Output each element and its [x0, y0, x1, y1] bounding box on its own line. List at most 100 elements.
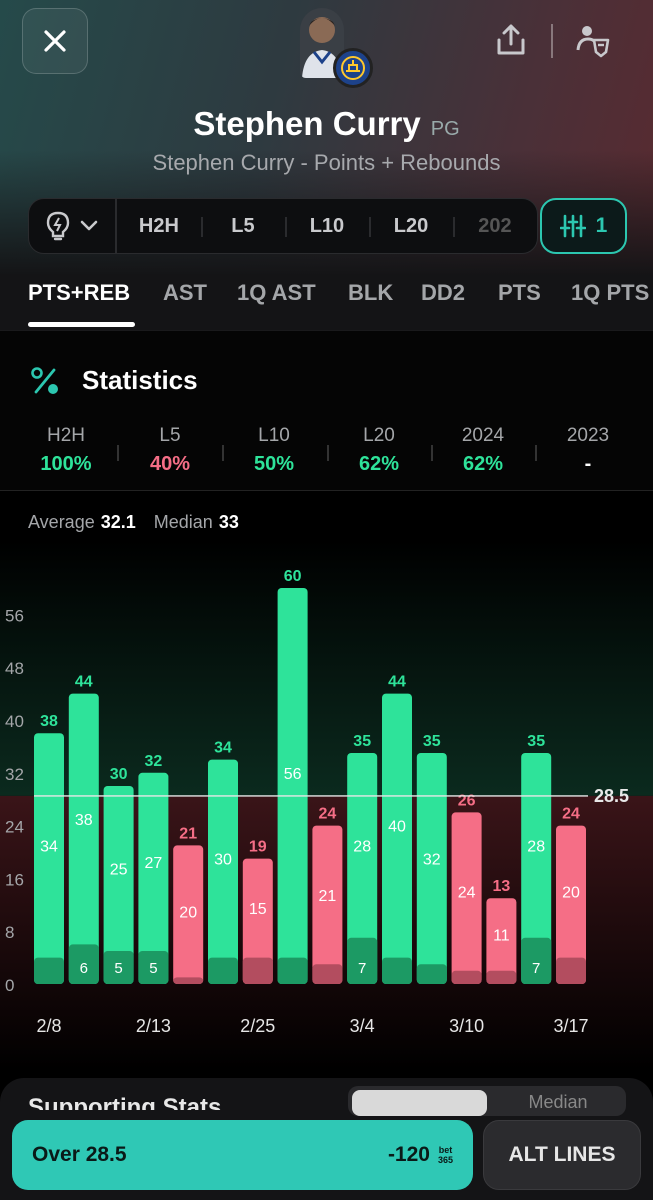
stat-value: 50%	[253, 453, 295, 475]
alt-lines-button[interactable]: ALT LINES	[483, 1120, 641, 1190]
average-median-row: Average 32.1 Median 33	[28, 512, 257, 533]
bar-total-label: 13	[493, 878, 511, 895]
tab-pts-reb[interactable]: PTS+REB	[28, 280, 131, 305]
x-tick-label: 3/17	[553, 1016, 588, 1036]
bar-rebounds	[382, 957, 412, 984]
bar-total	[312, 825, 343, 984]
chevron-down-icon	[80, 220, 98, 231]
bar-rebounds	[208, 957, 238, 984]
stat-label: L10	[258, 425, 290, 446]
range-l5[interactable]: L5	[200, 215, 285, 238]
bar-points-label: 34	[40, 838, 58, 855]
x-tick-label: 3/4	[350, 1016, 375, 1036]
stat-h2h: H2H 100%	[16, 425, 116, 476]
bar-points-label: 28	[353, 838, 371, 855]
over-bet-button[interactable]: Over 28.5 -120 bet 365	[12, 1120, 473, 1190]
bar-points-label: 24	[458, 885, 476, 902]
tab-ast[interactable]: AST	[163, 280, 207, 305]
over-odds: -120	[387, 1143, 430, 1166]
bar-rebounds	[451, 970, 482, 984]
statistics-panel	[0, 330, 653, 490]
average-value: 32.1	[100, 512, 136, 532]
x-tick-label: 3/10	[449, 1016, 484, 1036]
average-label: Average	[28, 512, 95, 532]
bar-rebounds	[312, 964, 343, 984]
tab-dd2[interactable]: DD2	[421, 280, 466, 305]
bar-rebounds	[138, 951, 169, 984]
player-name: Stephen Curry PG	[0, 105, 653, 143]
over-label: Over 28.5	[32, 1143, 127, 1166]
bar-points-label: 27	[145, 855, 163, 872]
close-button[interactable]	[22, 8, 88, 74]
tab-pts[interactable]: PTS	[498, 280, 541, 305]
range-h2h[interactable]: H2H	[138, 214, 179, 237]
market-subtitle: Stephen Curry - Points + Rebounds	[152, 150, 501, 175]
x-tick-label: 2/8	[36, 1016, 61, 1036]
book-line-1: bet	[438, 1145, 453, 1155]
active-tab-indicator	[28, 322, 135, 327]
filter-button[interactable]: 1	[540, 198, 627, 254]
bar-rebounds	[486, 970, 517, 984]
toggle-median[interactable]: Median	[528, 1092, 588, 1112]
bar-rebounds	[556, 957, 586, 984]
bar-total-label: 24	[562, 806, 580, 823]
bar-points-label: 21	[319, 888, 337, 905]
prop-line-label: 28.5	[594, 786, 629, 806]
toggle-selected[interactable]	[352, 1090, 487, 1116]
bar-rebounds-label: 6	[80, 960, 88, 977]
stat-value: 62%	[358, 453, 400, 475]
stat-value: 40%	[149, 453, 191, 475]
range-selector: H2H L5 L10 L20 202	[28, 198, 538, 254]
bar-total-label: 60	[284, 568, 302, 585]
share-icon[interactable]	[493, 22, 529, 58]
stat-value: -	[584, 453, 592, 475]
range-season[interactable]: 202	[452, 215, 537, 238]
stat-label: L5	[159, 425, 181, 446]
bar-total	[521, 753, 552, 984]
bar-rebounds-label: 7	[532, 960, 540, 977]
tab-blk[interactable]: BLK	[348, 280, 394, 305]
game-log-chart: 0 8 16 24 32 40 48 56 38 34 44 38 6 30 25 5 32 27 5 21 20 34 3…	[0, 540, 653, 1070]
bar-total-label: 26	[458, 792, 476, 809]
range-l20[interactable]: L20	[368, 215, 453, 238]
bar-total	[34, 733, 64, 984]
median-value: 33	[218, 512, 239, 532]
tab-1q-pts[interactable]: 1Q PTS	[571, 280, 650, 305]
bar-total-label: 34	[214, 740, 232, 757]
player-name-text: Stephen Curry	[193, 105, 421, 142]
stat-label: H2H	[46, 425, 85, 446]
insights-dropdown[interactable]	[29, 199, 117, 253]
book-line-2: 365	[437, 1155, 453, 1165]
bar-rebounds	[34, 957, 64, 984]
bar-total	[486, 898, 517, 984]
bar-total	[451, 812, 482, 984]
y-tick-label: 16	[5, 870, 24, 889]
bar-rebounds	[103, 951, 134, 984]
player-badge-icon[interactable]	[575, 22, 611, 58]
sliders-icon	[559, 214, 586, 238]
bar-total-label: 21	[179, 825, 197, 842]
stat-label: 2023	[566, 425, 610, 446]
team-logo	[333, 48, 373, 88]
y-tick-label: 40	[5, 712, 24, 731]
y-tick-label: 56	[5, 606, 24, 625]
header-divider	[551, 24, 553, 58]
bar-total	[208, 759, 238, 984]
average-median-toggle[interactable]: Median	[348, 1086, 626, 1116]
stat-label: 2024	[461, 425, 505, 446]
y-tick-label: 8	[5, 923, 14, 942]
stat-2024: 2024 62%	[433, 425, 533, 476]
close-icon	[44, 30, 66, 52]
stat-value: 100%	[40, 453, 92, 475]
bar-total	[103, 786, 134, 984]
bar-rebounds-label: 5	[114, 960, 122, 977]
bar-points-label: 40	[388, 819, 406, 836]
stat-l10: L10 50%	[224, 425, 324, 476]
supporting-stats-title: Supporting Stats	[28, 1094, 222, 1110]
stat-label: L20	[363, 425, 395, 446]
bar-total-label: 35	[527, 733, 545, 750]
range-l10[interactable]: L10	[284, 215, 369, 238]
bar-total	[347, 753, 378, 984]
median-label: Median	[153, 512, 213, 532]
tab-1q-ast[interactable]: 1Q AST	[237, 280, 316, 305]
